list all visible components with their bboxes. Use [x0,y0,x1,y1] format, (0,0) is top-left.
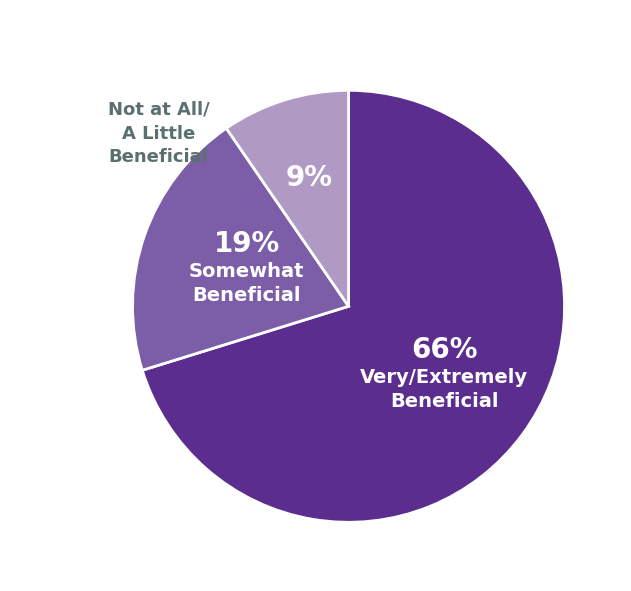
Wedge shape [227,90,348,306]
Text: Very/Extremely
Beneficial: Very/Extremely Beneficial [360,368,528,411]
Text: Somewhat
Beneficial: Somewhat Beneficial [189,262,304,305]
Wedge shape [133,128,348,371]
Text: 66%: 66% [411,336,478,364]
Text: 9%: 9% [285,164,333,193]
Text: 19%: 19% [213,230,280,258]
Wedge shape [142,90,565,522]
Text: Not at All/
A Little
Beneficial: Not at All/ A Little Beneficial [108,101,209,166]
